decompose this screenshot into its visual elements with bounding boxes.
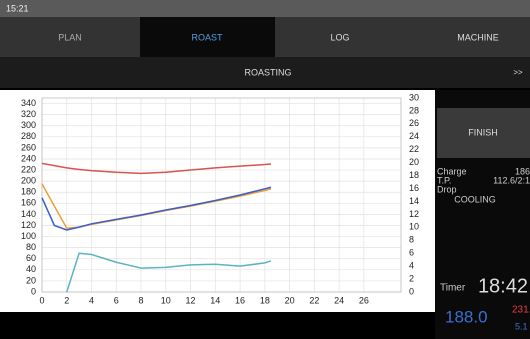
y2-tick-label: 8 [409, 235, 414, 245]
y-tick-label: 160 [21, 198, 36, 208]
y2-tick-label: 18 [409, 170, 419, 180]
series-line [41, 162, 272, 175]
y2-tick-label: 26 [409, 118, 419, 128]
more-button[interactable]: >> [513, 68, 523, 77]
tp-value: 112.6/2:1 [493, 175, 530, 185]
timer-label: Timer [440, 283, 466, 294]
y-tick-label: 40 [26, 264, 36, 274]
x-tick-label: 6 [114, 295, 119, 305]
x-tick-label: 16 [235, 295, 245, 305]
sub-bar [0, 57, 530, 88]
y2-tick-label: 28 [409, 105, 419, 115]
finish-button[interactable] [437, 108, 530, 158]
y2-tick-label: 4 [409, 261, 414, 271]
y-tick-label: 240 [21, 153, 36, 163]
tab[interactable]: PLAN [58, 32, 82, 42]
x-tick-label: 0 [39, 295, 44, 305]
tp-label: T.P. [437, 175, 451, 185]
tab[interactable]: MACHINE [457, 32, 499, 42]
tab-selected [140, 17, 275, 57]
y-tick-label: 220 [21, 164, 36, 174]
charge-value: 186 [515, 166, 530, 176]
x-tick-label: 26 [359, 295, 369, 305]
x-tick-label: 2 [64, 295, 69, 305]
y-tick-label: 0 [31, 286, 36, 296]
status-bar [0, 0, 530, 17]
y2-tick-label: 30 [409, 92, 419, 102]
x-tick-label: 8 [139, 295, 144, 305]
y2-tick-label: 14 [409, 196, 419, 206]
y-tick-label: 320 [21, 109, 36, 119]
y-tick-label: 60 [26, 253, 36, 263]
x-tick-label: 4 [89, 295, 94, 305]
y2-tick-label: 6 [409, 248, 414, 258]
y2-tick-label: 20 [409, 157, 419, 167]
y2-tick-label: 22 [409, 144, 419, 154]
x-tick-label: 12 [186, 295, 196, 305]
tab[interactable]: LOG [330, 32, 349, 42]
y2-tick-label: 16 [409, 183, 419, 193]
plot-frame [41, 97, 402, 293]
y-tick-label: 280 [21, 131, 36, 141]
sub-title: ROASTING [244, 67, 291, 77]
cooling-label: COOLING [454, 194, 496, 204]
y2-tick-label: 0 [409, 286, 414, 296]
y2-tick-label: 12 [409, 209, 419, 219]
y-tick-label: 100 [21, 231, 36, 241]
x-tick-label: 22 [309, 295, 319, 305]
x-tick-label: 20 [285, 295, 295, 305]
y-tick-label: 340 [21, 98, 36, 108]
x-tick-label: 10 [161, 295, 171, 305]
ror: 5.1 [515, 321, 528, 331]
y2-tick-label: 10 [409, 222, 419, 232]
y-tick-label: 300 [21, 120, 36, 130]
finish-label[interactable]: FINISH [468, 127, 498, 137]
timer-value: 18:42 [478, 275, 528, 297]
x-tick-label: 14 [210, 295, 220, 305]
y2-tick-label: 2 [409, 273, 414, 283]
status-time: 15:21 [6, 3, 29, 13]
charge-label: Charge [437, 166, 467, 176]
x-tick-label: 24 [334, 295, 344, 305]
series-line [41, 186, 272, 231]
drop-label: Drop [437, 184, 457, 194]
y-tick-label: 140 [21, 209, 36, 219]
y-tick-label: 180 [21, 187, 36, 197]
series-line [66, 252, 272, 293]
bean-temp: 188.0 [445, 307, 488, 326]
y-tick-label: 120 [21, 220, 36, 230]
x-tick-label: 18 [260, 295, 270, 305]
y-tick-label: 20 [26, 275, 36, 285]
y-tick-label: 80 [26, 242, 36, 252]
y-tick-label: 260 [21, 142, 36, 152]
env-temp: 231. [512, 305, 530, 316]
tab[interactable]: ROAST [191, 32, 223, 42]
y-tick-label: 200 [21, 176, 36, 186]
y2-tick-label: 24 [409, 131, 419, 141]
